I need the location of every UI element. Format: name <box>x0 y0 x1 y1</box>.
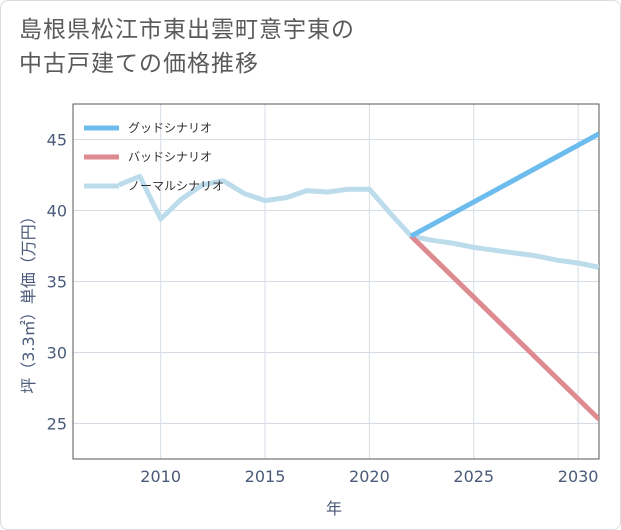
legend-label: バッドシナリオ <box>128 150 212 164</box>
good-scenario-line <box>409 131 599 239</box>
legend-good-scenario[interactable]: グッドシナリオ <box>84 121 212 135</box>
y-tick-label: 25 <box>47 415 67 434</box>
y-axis-label: 坪（3.3㎡）単価（万円） <box>19 208 38 393</box>
x-tick-label: 2025 <box>453 467 494 486</box>
chart-title-line-2: 中古戸建ての価格推移 <box>19 51 259 77</box>
x-tick-label: 2010 <box>140 467 181 486</box>
chart-title-line-1: 島根県松江市東出雲町意宇東の <box>19 17 355 43</box>
x-tick-label: 2020 <box>349 467 390 486</box>
bad-scenario-line <box>409 234 599 421</box>
legend-label: ノーマルシナリオ <box>128 179 224 193</box>
series <box>117 131 599 421</box>
axis-ticks: 2010 2015 2020 2025 2030 25 30 35 40 45 <box>47 131 599 487</box>
plot-area <box>72 103 600 460</box>
x-tick-label: 2015 <box>245 467 286 486</box>
y-tick-label: 30 <box>47 344 67 363</box>
legend-label: グッドシナリオ <box>128 121 212 135</box>
y-tick-label: 40 <box>47 202 67 221</box>
y-tick-label: 45 <box>47 131 67 150</box>
x-tick-label: 2030 <box>558 467 599 486</box>
legend-bad-scenario[interactable]: バッドシナリオ <box>84 150 212 164</box>
legend-normal-scenario[interactable]: ノーマルシナリオ <box>84 179 224 193</box>
x-axis-label: 年 <box>326 499 342 518</box>
grid <box>73 104 599 459</box>
y-tick-label: 35 <box>47 273 67 292</box>
chart-title: 島根県松江市東出雲町意宇東の 中古戸建ての価格推移 <box>19 13 579 81</box>
normal-scenario-line <box>117 173 599 270</box>
